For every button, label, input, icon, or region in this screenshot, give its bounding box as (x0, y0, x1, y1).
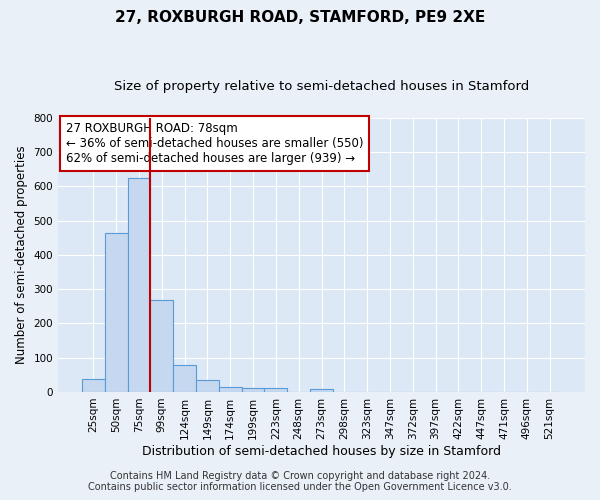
Y-axis label: Number of semi-detached properties: Number of semi-detached properties (15, 146, 28, 364)
Bar (219, 387, 242, 392)
Bar (128, 178, 151, 392)
Bar (151, 300, 173, 392)
Text: 27 ROXBURGH ROAD: 78sqm
← 36% of semi-detached houses are smaller (550)
62% of s: 27 ROXBURGH ROAD: 78sqm ← 36% of semi-de… (66, 122, 364, 165)
Bar (310, 388, 333, 392)
Bar (196, 380, 219, 392)
Bar (82, 379, 105, 392)
Title: Size of property relative to semi-detached houses in Stamford: Size of property relative to semi-detach… (114, 80, 529, 93)
Bar (105, 232, 128, 392)
Text: Contains HM Land Registry data © Crown copyright and database right 2024.
Contai: Contains HM Land Registry data © Crown c… (88, 471, 512, 492)
Text: 27, ROXBURGH ROAD, STAMFORD, PE9 2XE: 27, ROXBURGH ROAD, STAMFORD, PE9 2XE (115, 10, 485, 25)
Bar (173, 364, 196, 392)
Bar (265, 388, 287, 392)
Bar (242, 388, 265, 392)
X-axis label: Distribution of semi-detached houses by size in Stamford: Distribution of semi-detached houses by … (142, 444, 501, 458)
